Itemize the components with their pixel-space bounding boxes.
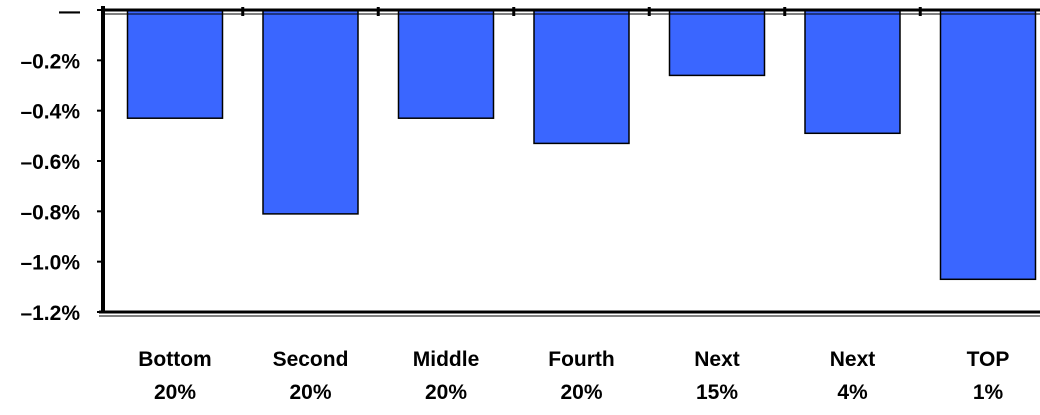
y-tick-label: –0.6% [20,151,80,174]
bar [533,9,630,145]
y-tick-label: –1.0% [20,252,80,275]
category-labels: Bottom 20% Second 20% Middle 20% Fourth 20% Next… [138,348,1009,404]
bar [804,9,901,135]
bar [939,9,1037,281]
category-label: Next 15% [694,348,740,404]
bars-layer [126,9,1037,281]
bar [126,9,224,119]
y-tick-label: –0.8% [20,201,80,224]
category-label-line2: 1% [973,381,1004,404]
bar [668,9,766,77]
category-label-line1: Next [694,348,740,371]
category-label: Next 4% [830,348,876,404]
y-tick-label: — [59,0,80,23]
category-label-line1: Middle [413,348,480,371]
category-label: Middle 20% [413,348,480,404]
axes-layer [97,6,1040,317]
y-tick-label: –1.2% [20,302,80,325]
category-label-line1: Fourth [548,348,614,371]
category-label-line2: 20% [154,381,196,404]
y-tick-labels: — –0.2% –0.4% –0.6% –0.8% –1.0% –1.2% [20,0,80,325]
bar [397,9,495,119]
category-label-line2: 20% [425,381,467,404]
category-label-line2: 4% [837,381,868,404]
category-label: Fourth 20% [548,348,614,404]
category-label-line1: Bottom [138,348,211,371]
category-label-line1: Next [830,348,876,371]
y-tick-label: –0.4% [20,101,80,124]
category-label-line2: 20% [560,381,602,404]
category-label: Bottom 20% [138,348,211,404]
category-label: TOP 1% [967,348,1010,404]
category-label-line2: 15% [696,381,738,404]
category-label-line2: 20% [289,381,331,404]
bar [262,9,359,215]
category-label: Second 20% [273,348,349,404]
category-label-line1: TOP [967,348,1010,371]
category-label-line1: Second [273,348,349,371]
y-tick-label: –0.2% [20,50,80,73]
